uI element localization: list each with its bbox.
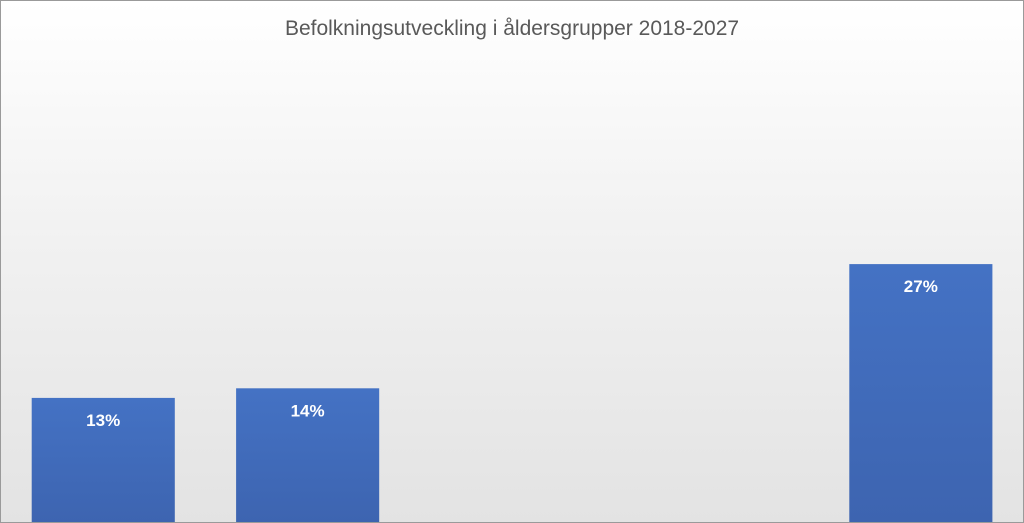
bar-1 — [31, 397, 175, 522]
data-label-1: 13% — [86, 411, 120, 430]
chart-title: Befolkningsutveckling i åldersgrupper 20… — [284, 17, 740, 40]
bar-5 — [849, 264, 993, 522]
data-label-2: 14% — [291, 401, 325, 420]
data-label-5: 27% — [904, 277, 938, 296]
bar-2 — [236, 388, 380, 522]
